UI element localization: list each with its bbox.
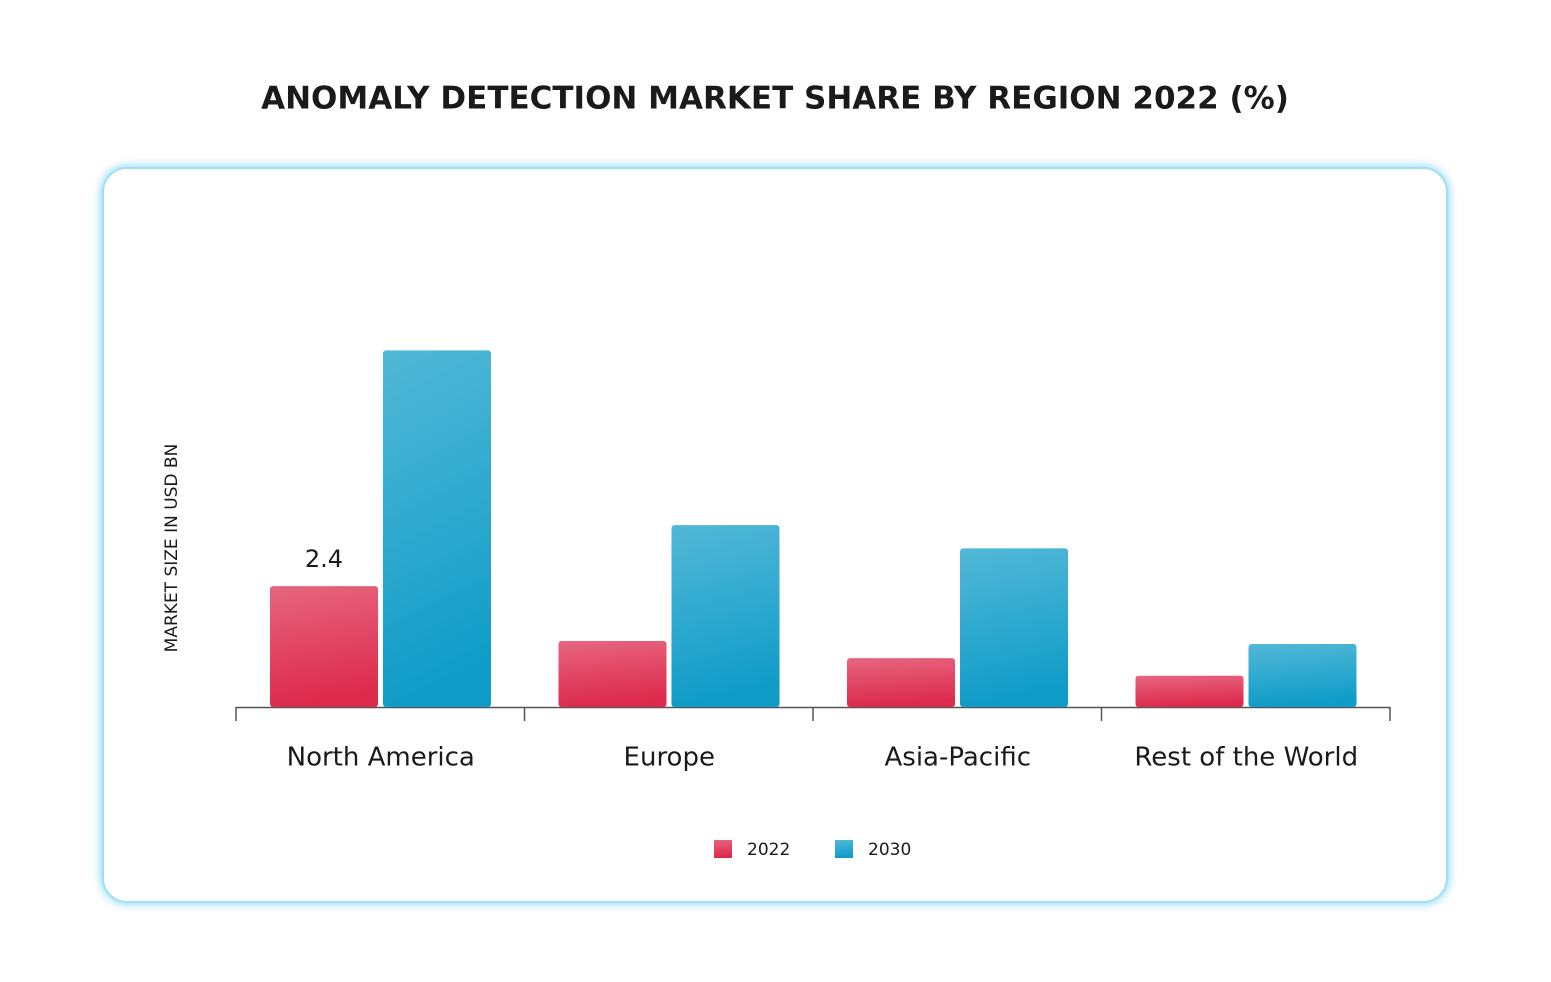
bar — [1248, 644, 1357, 707]
bar — [383, 350, 491, 707]
legend-label: 2030 — [868, 840, 911, 860]
chart-title: ANOMALY DETECTION MARKET SHARE BY REGION… — [261, 81, 1289, 117]
x-tick-label: North America — [287, 743, 475, 773]
x-tick-label: Europe — [624, 743, 715, 773]
legend-label: 2022 — [747, 840, 790, 860]
legend-swatch — [835, 840, 853, 858]
bar — [1135, 675, 1244, 707]
x-tick-label: Asia-Pacific — [884, 743, 1031, 773]
bar — [671, 525, 780, 707]
data-label: 2.4 — [305, 545, 343, 573]
legend-swatch — [714, 840, 732, 858]
y-axis-label: MARKET SIZE IN USD BN — [162, 444, 182, 653]
bar — [270, 586, 378, 707]
bar — [960, 548, 1068, 707]
bar — [558, 641, 667, 707]
x-tick-label: Rest of the World — [1134, 743, 1358, 773]
bar — [847, 658, 955, 707]
